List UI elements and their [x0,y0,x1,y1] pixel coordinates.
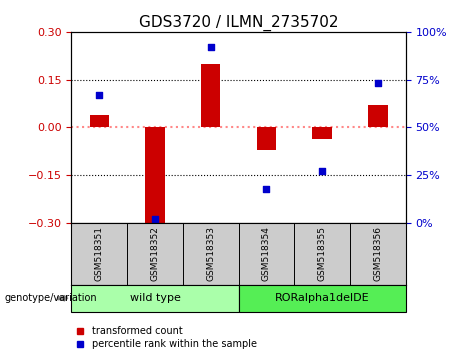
Bar [368,105,388,127]
Bar [89,115,109,127]
Bar [257,127,276,150]
Bar [145,127,165,223]
Bar [313,127,332,139]
Point [207,44,214,50]
Bar [71,285,239,312]
Bar [201,64,220,127]
Title: GDS3720 / ILMN_2735702: GDS3720 / ILMN_2735702 [139,14,338,30]
Point [151,216,159,222]
Bar [238,285,406,312]
Text: GSM518351: GSM518351 [95,227,104,281]
Point [263,186,270,192]
Legend: transformed count, percentile rank within the sample: transformed count, percentile rank withi… [77,326,257,349]
Point [374,81,382,86]
Text: GSM518356: GSM518356 [373,227,382,281]
Point [319,169,326,174]
Text: GSM518355: GSM518355 [318,227,327,281]
Text: GSM518352: GSM518352 [150,227,160,281]
Point [95,92,103,98]
Text: RORalpha1delDE: RORalpha1delDE [275,293,369,303]
Text: GSM518354: GSM518354 [262,227,271,281]
Text: wild type: wild type [130,293,180,303]
Text: GSM518353: GSM518353 [206,227,215,281]
Text: genotype/variation: genotype/variation [5,293,97,303]
